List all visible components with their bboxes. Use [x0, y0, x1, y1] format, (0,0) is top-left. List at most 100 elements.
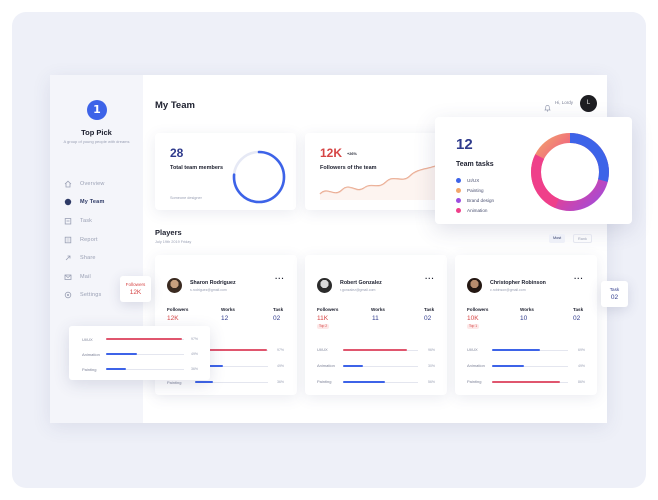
legend-item: Painting [456, 188, 484, 193]
skill-bar [106, 338, 182, 340]
brand-tagline: A group of young people with dreams [63, 139, 130, 144]
skill-bar [343, 365, 363, 367]
followers-delta: +26% [347, 152, 357, 156]
legend-item: Animation [456, 208, 487, 213]
skill-bar [343, 349, 407, 351]
followers-value: 12K [167, 315, 179, 322]
skill-label: UI/UX [467, 347, 478, 352]
skill-label: Painting [167, 380, 182, 385]
players-date: July 19th 2019 Friday [155, 240, 192, 244]
floating-skills-card: UI/UX 97% Animation 49% Painting 36% [69, 326, 210, 380]
legend-label: Painting [467, 188, 484, 193]
player-email: s.rodriguez@gmail.com [190, 288, 227, 292]
skill-track [195, 382, 268, 383]
legend-dot [456, 198, 461, 203]
works-value: 10 [520, 315, 528, 322]
player-email: c.robinson@gmail.com [490, 288, 526, 292]
greeting-text: Hi, Lordy [555, 100, 574, 105]
skill-pct: 49% [191, 352, 199, 356]
floating-task-chip: Task 02 [601, 281, 628, 307]
skill-bar [195, 381, 213, 383]
sidebar-item-label: Report [80, 237, 98, 243]
works-value: 11 [372, 315, 379, 322]
task-value: 02 [424, 315, 432, 322]
skill-track [195, 366, 268, 367]
skill-pct: 36% [277, 380, 285, 384]
sidebar-item-mail[interactable]: Mail [64, 271, 91, 283]
rank-badge: Top 1 [467, 324, 480, 329]
task-value: 02 [273, 315, 281, 322]
skill-label: UI/UX [82, 337, 93, 342]
followers-header: Followers [167, 307, 189, 312]
members-count: 28 [170, 146, 184, 160]
skill-label: Painting [82, 367, 97, 372]
task-header: Task [424, 307, 435, 312]
floating-followers-label: Followers [125, 282, 146, 287]
sidebar-item-report[interactable]: Report [64, 234, 98, 246]
followers-value: 10K [467, 315, 479, 322]
skill-bar [492, 349, 540, 351]
skill-track [492, 366, 568, 367]
skill-track [106, 354, 184, 355]
player-name: Sharon Rodriguez [190, 280, 236, 286]
floating-followers-chip: Followers 12K [120, 276, 151, 302]
team-icon [64, 198, 72, 206]
skill-pct: 36% [191, 367, 199, 371]
works-header: Works [221, 307, 235, 312]
more-icon[interactable]: ··· [425, 274, 435, 283]
sidebar-item-label: My Team [80, 199, 105, 205]
home-icon [64, 180, 72, 188]
page-title: My Team [155, 100, 195, 111]
toggle-rank[interactable]: Rank [573, 234, 592, 243]
mail-icon [64, 273, 72, 281]
more-icon[interactable]: ··· [574, 274, 584, 283]
player-name: Robert Gonzalez [340, 280, 382, 286]
works-value: 12 [221, 315, 229, 322]
skill-pct: 96% [428, 348, 436, 352]
player-avatar [167, 278, 182, 293]
report-icon [64, 236, 72, 244]
sidebar-item-task[interactable]: Task [64, 215, 92, 227]
skill-label: Animation [82, 352, 100, 357]
floating-followers-value: 12K [129, 289, 142, 296]
toggle-most[interactable]: Most [549, 234, 566, 243]
sidebar-item-share[interactable]: Share [64, 252, 96, 264]
skill-pct: 69% [578, 348, 586, 352]
skill-bar [492, 381, 560, 383]
followers-header: Followers [467, 307, 489, 312]
sidebar-item-overview[interactable]: Overview [64, 178, 105, 190]
skill-bar [492, 365, 524, 367]
skill-pct: 56% [428, 380, 436, 384]
player-avatar [317, 278, 332, 293]
player-name: Christopher Robinson [490, 280, 546, 286]
task-header: Task [573, 307, 584, 312]
followers-sparkline [319, 163, 442, 200]
brand-name: Top Pick [81, 128, 112, 137]
skill-pct: 97% [277, 348, 285, 352]
followers-count: 12K [320, 146, 343, 160]
skill-bar [195, 349, 267, 351]
sidebar-item-my-team[interactable]: My Team [64, 196, 105, 208]
legend-label: Animation [467, 208, 488, 213]
skill-label: Painting [317, 379, 332, 384]
more-icon[interactable]: ··· [275, 274, 285, 283]
skill-bar [343, 381, 385, 383]
rank-badge: Top 2 [317, 324, 330, 329]
followers-value: 11K [317, 315, 329, 322]
works-header: Works [371, 307, 385, 312]
settings-icon [64, 291, 72, 299]
skill-pct: 97% [191, 337, 199, 341]
sidebar-item-label: Settings [80, 292, 102, 298]
avatar[interactable]: L [580, 95, 597, 112]
legend-dot [456, 188, 461, 193]
floating-task-label: Task [609, 287, 620, 292]
players-title: Players [155, 228, 182, 237]
sidebar-item-settings[interactable]: Settings [64, 289, 101, 301]
skill-pct: 49% [277, 364, 285, 368]
followers-header: Followers [317, 307, 339, 312]
sidebar-item-label: Overview [80, 181, 105, 187]
team-tasks-label: Team tasks [456, 161, 494, 168]
members-foot: Someone designer [170, 196, 202, 200]
logo-icon: 1 [87, 100, 107, 120]
bell-icon[interactable] [544, 99, 551, 117]
